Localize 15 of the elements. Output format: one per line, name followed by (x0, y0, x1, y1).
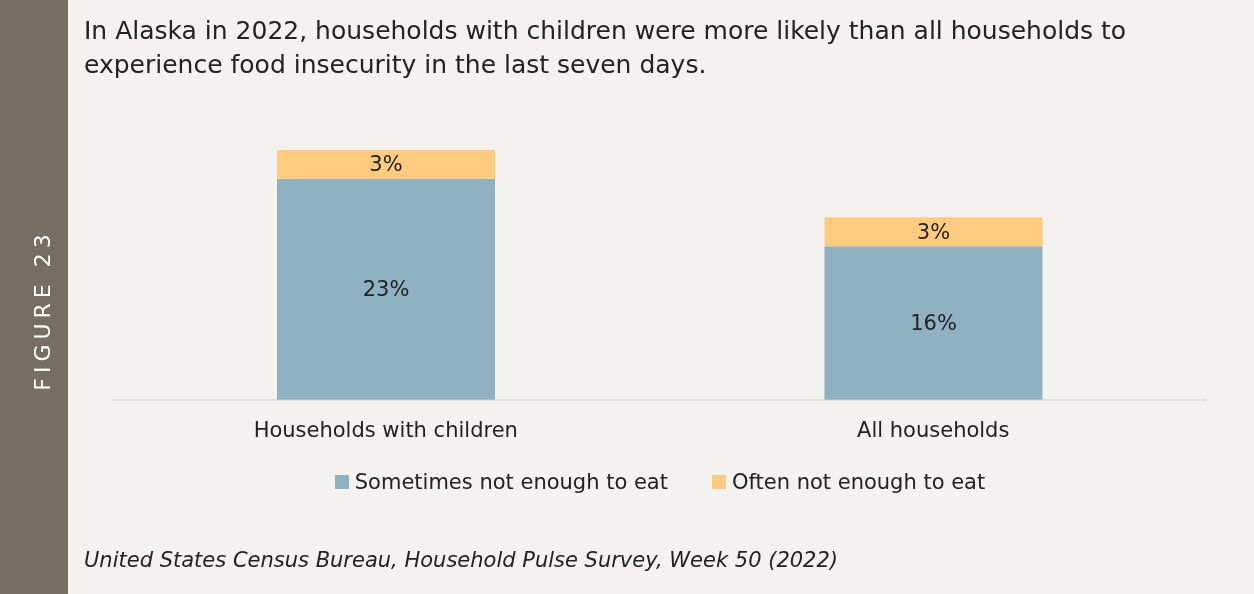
legend-label: Sometimes not enough to eat (354, 470, 668, 494)
bar (824, 246, 1043, 400)
legend-label: Often not enough to eat (731, 470, 986, 494)
chart-title: In Alaska in 2022, households with children were more likely than all households to experience food insecurity in the last seven days. (84, 15, 1128, 81)
x-tick-label: All households (857, 417, 1010, 442)
caption: FIGURE 23 (29, 229, 55, 391)
bar (824, 217, 1043, 247)
data-label: 23% (362, 277, 410, 302)
data-label: 3% (369, 152, 403, 177)
bar (277, 178, 495, 400)
text: United States Census Bureau, Household Pulse Survey, Week 50 (2022) (84, 548, 839, 572)
data-label: 16% (910, 311, 957, 336)
x-tick-label: Households with children (253, 417, 518, 442)
bar (277, 150, 495, 179)
data-label: 3% (916, 219, 951, 244)
